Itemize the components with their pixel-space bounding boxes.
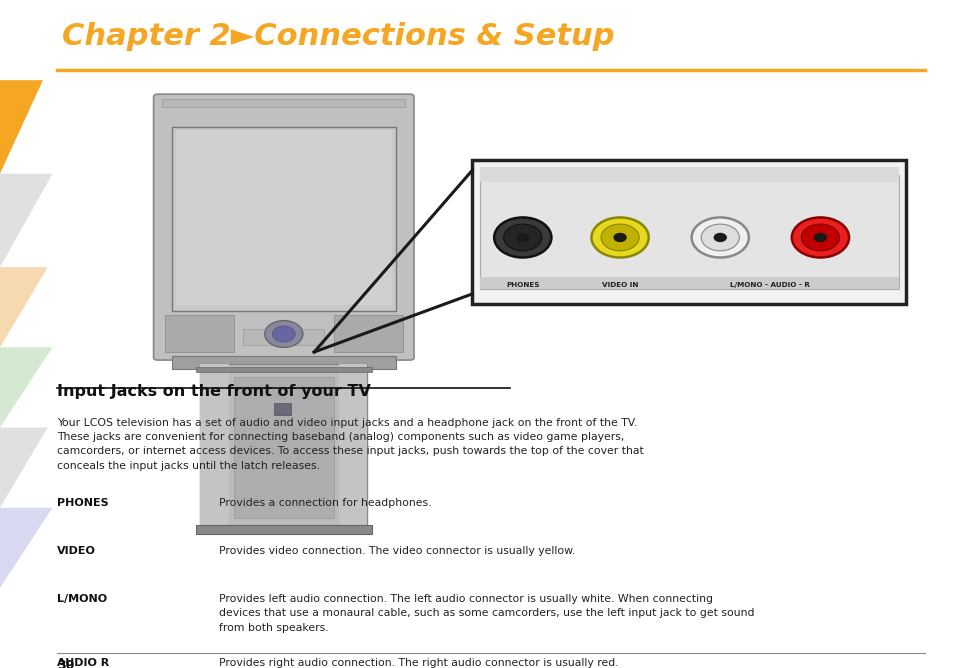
FancyBboxPatch shape xyxy=(172,127,395,311)
Circle shape xyxy=(600,224,639,250)
Text: L/MONO: L/MONO xyxy=(57,594,108,604)
Polygon shape xyxy=(0,80,43,174)
FancyBboxPatch shape xyxy=(334,315,402,352)
Text: Chapter 2►Connections & Setup: Chapter 2►Connections & Setup xyxy=(62,22,614,51)
Text: AUDIO R: AUDIO R xyxy=(57,658,110,668)
FancyBboxPatch shape xyxy=(162,99,405,107)
Circle shape xyxy=(813,232,826,242)
Circle shape xyxy=(700,224,739,250)
Text: Provides video connection. The video connector is usually yellow.: Provides video connection. The video con… xyxy=(219,546,576,556)
Text: Provides a connection for headphones.: Provides a connection for headphones. xyxy=(219,498,432,508)
FancyBboxPatch shape xyxy=(274,403,292,415)
FancyBboxPatch shape xyxy=(479,175,898,289)
Circle shape xyxy=(264,321,302,347)
Text: Input Jacks on the front of your TV: Input Jacks on the front of your TV xyxy=(57,384,371,399)
Circle shape xyxy=(591,217,648,257)
Circle shape xyxy=(801,224,839,250)
FancyBboxPatch shape xyxy=(175,130,392,305)
Text: Provides left audio connection. The left audio connector is usually white. When : Provides left audio connection. The left… xyxy=(219,594,754,633)
Polygon shape xyxy=(0,267,48,347)
Circle shape xyxy=(791,217,848,257)
Polygon shape xyxy=(0,347,52,428)
Text: VIDEO: VIDEO xyxy=(57,546,96,556)
Circle shape xyxy=(516,232,529,242)
Circle shape xyxy=(613,232,626,242)
FancyBboxPatch shape xyxy=(338,364,367,528)
Text: PHONES: PHONES xyxy=(57,498,109,508)
FancyBboxPatch shape xyxy=(200,364,367,528)
FancyBboxPatch shape xyxy=(233,377,334,518)
FancyBboxPatch shape xyxy=(153,94,414,360)
Circle shape xyxy=(503,224,541,250)
Circle shape xyxy=(494,217,551,257)
FancyBboxPatch shape xyxy=(195,525,372,534)
FancyBboxPatch shape xyxy=(243,329,324,345)
Polygon shape xyxy=(0,508,52,588)
Text: Provides right audio connection. The right audio connector is usually red.: Provides right audio connection. The rig… xyxy=(219,658,618,668)
Polygon shape xyxy=(0,174,52,267)
FancyBboxPatch shape xyxy=(200,364,229,528)
Text: PHONES: PHONES xyxy=(505,283,539,288)
FancyBboxPatch shape xyxy=(195,367,372,372)
FancyBboxPatch shape xyxy=(172,356,395,369)
Text: L/MONO - AUDIO - R: L/MONO - AUDIO - R xyxy=(730,283,809,288)
Circle shape xyxy=(691,217,748,257)
FancyBboxPatch shape xyxy=(165,315,233,352)
Polygon shape xyxy=(0,428,48,508)
FancyBboxPatch shape xyxy=(479,167,898,182)
Circle shape xyxy=(273,326,294,342)
Text: 30: 30 xyxy=(57,659,74,668)
Text: VIDEO IN: VIDEO IN xyxy=(601,283,638,288)
Circle shape xyxy=(713,232,726,242)
FancyBboxPatch shape xyxy=(472,160,905,304)
FancyBboxPatch shape xyxy=(479,277,898,289)
Text: Your LCOS television has a set of audio and video input jacks and a headphone ja: Your LCOS television has a set of audio … xyxy=(57,418,643,471)
